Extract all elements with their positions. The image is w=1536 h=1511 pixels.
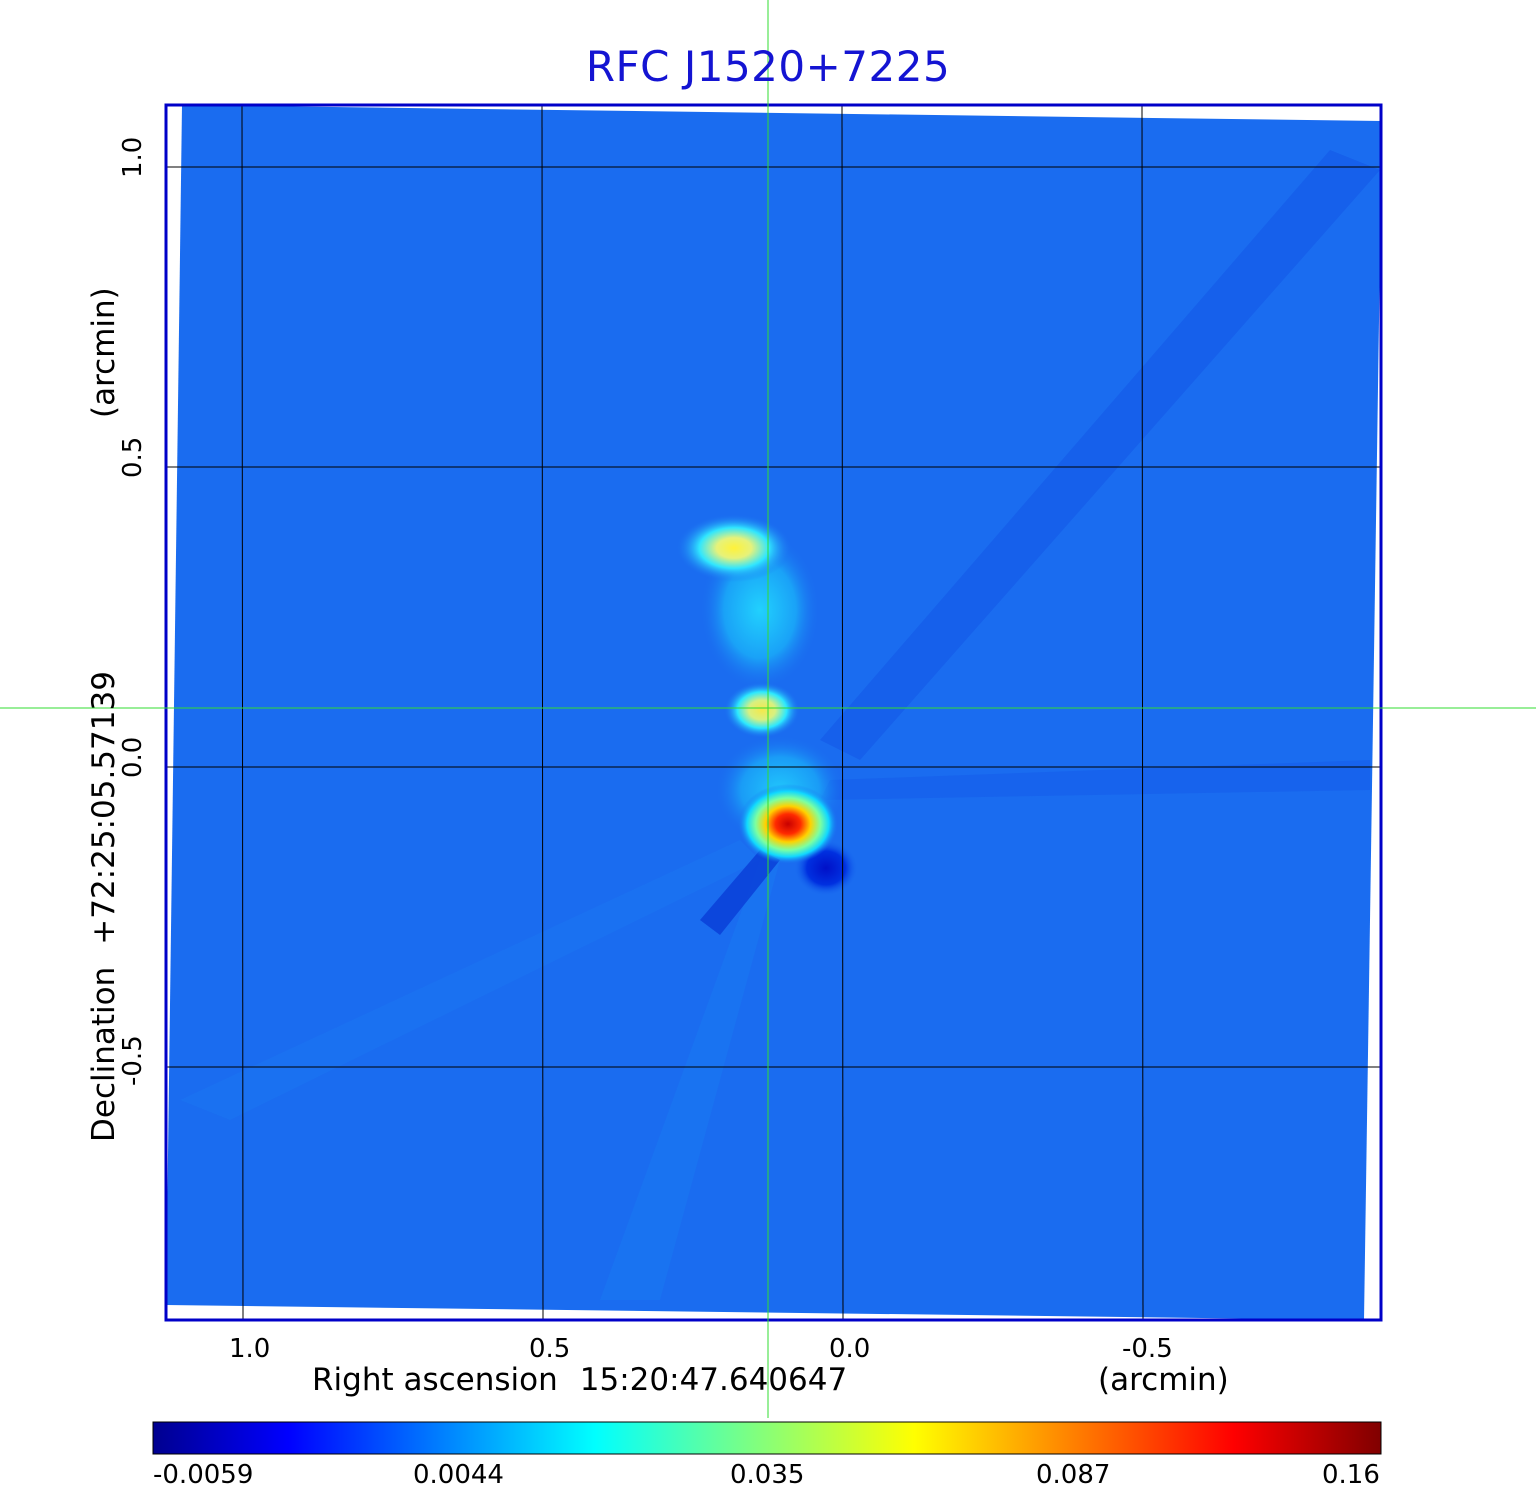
source-outer-lobe	[676, 514, 792, 582]
coordinate-grid	[166, 105, 1381, 1320]
colorbar-tick-label: 0.16	[1322, 1460, 1380, 1490]
sidelobe-streak	[600, 860, 780, 1300]
colorbar-tick-label: 0.087	[1036, 1460, 1111, 1490]
colorbar-tick-label: 0.035	[730, 1460, 805, 1490]
sidelobe-streak	[180, 840, 760, 1120]
colorbar	[152, 1421, 1382, 1455]
colorbar-tick-label: -0.0059	[153, 1460, 254, 1490]
x-tick-label: 0.0	[829, 1334, 871, 1364]
sidelobe-streak	[820, 150, 1380, 760]
y-axis-label: Declination+72:25:05.57139	[86, 671, 122, 1142]
colorbar-tick-label: 0.0044	[413, 1460, 504, 1490]
source-inner-knot	[724, 682, 800, 738]
y-tick-label: 0.5	[118, 436, 148, 478]
x-axis-label: Right ascension 15:20:47.640647	[312, 1362, 848, 1398]
y-tick-label: 0.0	[118, 736, 148, 778]
y-tick-label: -0.5	[118, 1035, 148, 1086]
y-tick-label: 1.0	[118, 136, 148, 178]
x-tick-label: 1.0	[229, 1334, 271, 1364]
plot-frame	[164, 103, 1383, 1322]
sidelobe-streak	[820, 760, 1370, 800]
x-tick-label: 0.5	[529, 1334, 571, 1364]
map-image	[166, 105, 1381, 1320]
source-core	[738, 784, 838, 864]
x-tick-label: -0.5	[1122, 1334, 1173, 1364]
x-axis-unit: (arcmin)	[1098, 1362, 1229, 1398]
image-title: RFC J1520+7225	[585, 42, 951, 91]
y-axis-unit: (arcmin)	[86, 287, 122, 418]
sidelobe-streak	[700, 850, 780, 935]
